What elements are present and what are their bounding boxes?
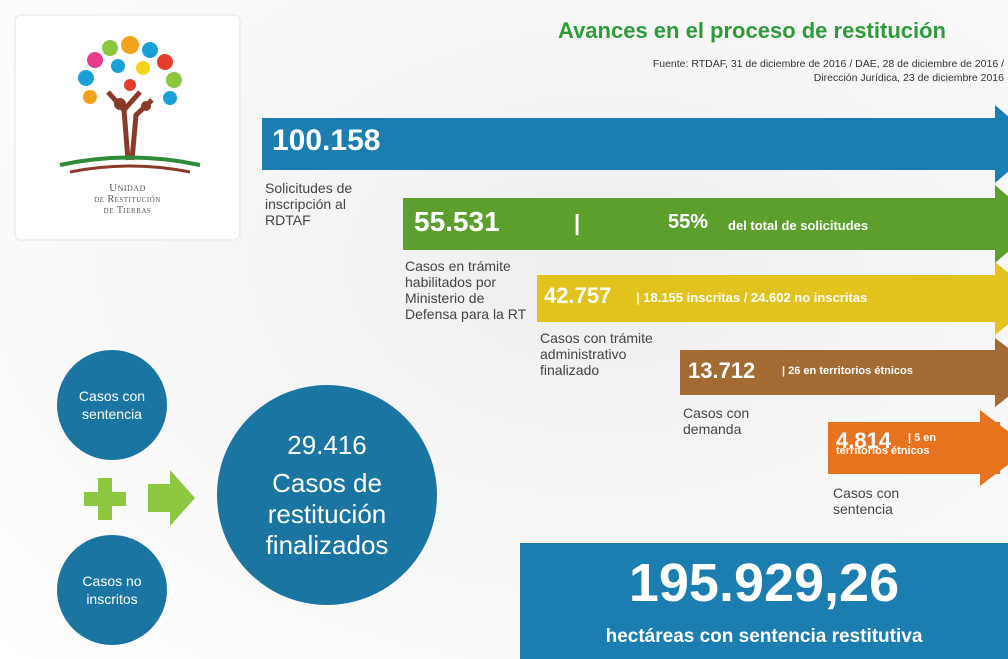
- total-label: Casos de restitución finalizados: [265, 467, 389, 560]
- circle-total: [217, 385, 437, 605]
- arrow-yellow: [537, 262, 1008, 335]
- circle-text: Casos con sentencia: [78, 388, 146, 422]
- stage-value: 13.712: [688, 358, 756, 383]
- source-line: Dirección Jurídica, 23 de diciembre 2016: [813, 72, 1004, 84]
- arrow-blue: [262, 105, 1008, 183]
- stage-value: 4.814: [836, 428, 892, 453]
- circle-no-inscritos: [57, 535, 167, 645]
- arrow-orange: [828, 410, 1008, 486]
- logo-text: Unidad: [109, 182, 146, 194]
- stage-label: Solicitudes de inscripción al RDTAF: [265, 180, 353, 228]
- stage-detail: del total de solicitudes: [728, 218, 869, 233]
- hectares-box: [520, 543, 1008, 659]
- arrow-icon: [148, 470, 195, 526]
- arrow-green: [403, 185, 1008, 263]
- stage-label: Casos en trámite habilitados por Ministe…: [405, 258, 527, 322]
- arrow-brown: [680, 338, 1008, 407]
- stage-detail: | 5 en territorios étnicos: [836, 432, 937, 457]
- stage-label: Casos con trámite administrativo finaliz…: [540, 330, 653, 378]
- logo-text: de Restitución: [94, 194, 161, 205]
- stage-value: 42.757: [544, 283, 612, 308]
- stage-detail: | 18.155 inscritas / 24.602 no inscritas: [636, 290, 868, 305]
- source-line: Fuente: RTDAF, 31 de diciembre de 2016 /…: [652, 58, 1004, 70]
- stage-label: Casos con sentencia: [833, 485, 900, 517]
- total-value: 29.416: [287, 430, 367, 460]
- logo-text: de Tierras: [103, 205, 152, 216]
- stage-value: 55.531: [414, 206, 500, 237]
- stage-percent: 55%: [668, 211, 709, 233]
- hectares-value: 195.929,26: [628, 553, 900, 613]
- circle-text: Casos no inscritos: [82, 573, 142, 607]
- circle-sentencia: [57, 350, 167, 460]
- stage-value: 100.158: [272, 124, 381, 157]
- title: Avances en el proceso de restitución: [558, 18, 946, 43]
- hectares-label: hectáreas con sentencia restitutiva: [605, 626, 923, 647]
- logo-tree: [59, 36, 201, 174]
- plus-icon: [84, 478, 126, 520]
- stage-label: Casos con demanda: [683, 405, 750, 437]
- separator: |: [574, 210, 581, 235]
- stage-detail: | 26 en territorios étnicos: [782, 365, 913, 377]
